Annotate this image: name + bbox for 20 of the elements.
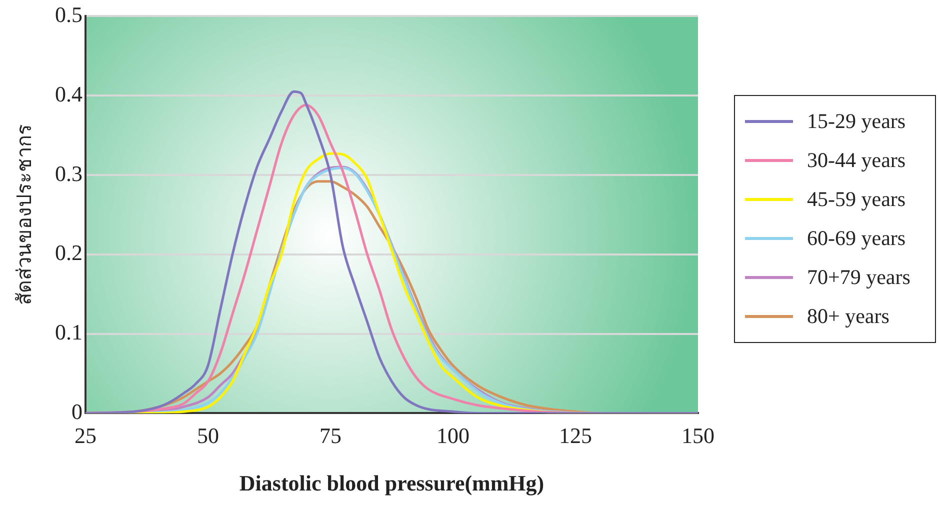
x-axis-title: Diastolic blood pressure(mmHg) bbox=[239, 470, 544, 496]
y-tick-label: 0.1 bbox=[55, 320, 82, 345]
y-tick-label: 0 bbox=[72, 398, 82, 424]
y-tick-label: 0.5 bbox=[55, 2, 82, 27]
x-tick-label: 150 bbox=[682, 423, 714, 448]
legend-label: 60-69 years bbox=[807, 226, 906, 251]
legend-label: 15-29 years bbox=[807, 109, 906, 134]
legend-label: 70+79 years bbox=[807, 265, 910, 290]
x-tick-label: 100 bbox=[436, 423, 470, 448]
legend-label: 30-44 years bbox=[807, 148, 906, 173]
x-tick-label: 125 bbox=[559, 423, 592, 448]
x-tick-label: 25 bbox=[74, 423, 96, 448]
legend-label: 80+ years bbox=[807, 304, 890, 329]
x-tick-label: 75 bbox=[320, 423, 342, 448]
y-axis-title: สัดส่วนของประชากร bbox=[12, 124, 36, 306]
y-tick-label: 0.4 bbox=[55, 81, 82, 106]
x-tick-label: 50 bbox=[197, 423, 219, 448]
y-tick-label: 0.2 bbox=[55, 240, 82, 266]
legend-label: 45-59 years bbox=[807, 187, 906, 212]
y-tick-label: 0.3 bbox=[55, 160, 82, 186]
